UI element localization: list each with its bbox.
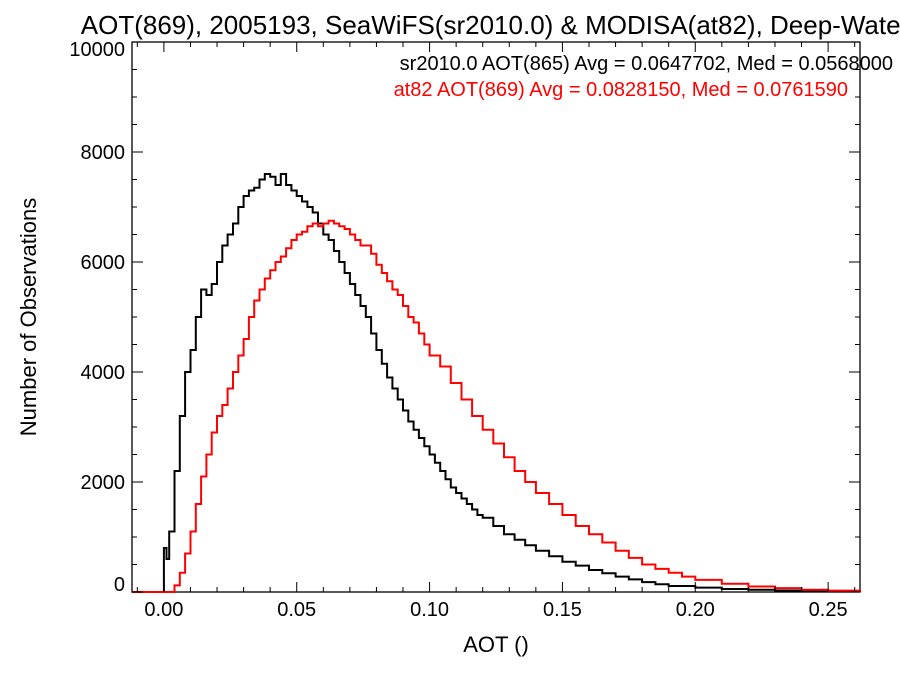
y-tick-label: 6000 [81,252,126,274]
tick-layer: 0.00 0.05 0.10 0.15 0.20 0.25 0 2000 4000 6000 800… [69,39,860,621]
plot-area: 0.00 0.05 0.10 0.15 0.20 0.25 0 2000 4000 6000 800… [69,39,861,621]
series-label-sr2010: sr2010.0 AOT(865) Avg = 0.0647702, Med =… [400,53,893,75]
x-axis-label: AOT () [463,632,529,657]
y-tick-label: 10000 [69,39,125,61]
x-tick-label: 0.15 [543,599,582,621]
series-sr2010-line [132,173,861,593]
x-tick-label: 0.25 [809,599,848,621]
series-at82-line [132,219,861,593]
y-axis-label: Number of Observations [16,198,41,436]
y-tick-label: 4000 [81,362,126,384]
y-tick-label: 2000 [81,472,126,494]
series-label-at82: at82 AOT(869) Avg = 0.0828150, Med = 0.0… [394,79,848,101]
y-tick-label: 8000 [81,142,126,164]
x-tick-label: 0.20 [676,599,715,621]
x-tick-label: 0.00 [144,599,183,621]
y-tick-label: 0 [114,574,125,596]
series-layer [132,173,861,593]
chart-title: AOT(869), 2005193, SeaWiFS(sr2010.0) & M… [81,10,900,40]
x-tick-label: 0.05 [277,599,316,621]
x-tick-label: 0.10 [410,599,449,621]
plot-frame [131,41,861,593]
